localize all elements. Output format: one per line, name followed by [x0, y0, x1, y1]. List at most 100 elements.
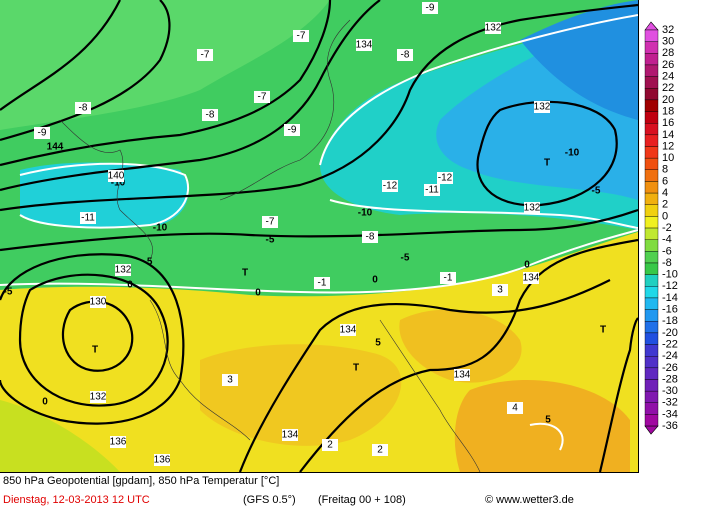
- map-label: -7: [201, 50, 210, 61]
- colorbar-label: 6: [662, 175, 668, 187]
- isotherms: [0, 14, 639, 451]
- colorbar-label: 18: [662, 105, 674, 117]
- colorbar-cell: [644, 356, 659, 369]
- label-box: [34, 127, 50, 139]
- colorbar-label: -30: [662, 385, 678, 397]
- colorbar-cell: [644, 111, 659, 124]
- map-label: 134: [282, 430, 299, 441]
- map-label: -10: [565, 148, 580, 159]
- colorbar-cell: [644, 332, 659, 345]
- colorbar-cell: [644, 29, 659, 42]
- colorbar-cell: [644, 192, 659, 205]
- colorbar-cell: [644, 216, 659, 229]
- colorbar-cell: [644, 122, 659, 136]
- label-box: [485, 22, 501, 34]
- colorbar-cell: [644, 64, 659, 77]
- map-label: -12: [383, 181, 398, 192]
- map-label: -12: [438, 173, 453, 184]
- colorbar-cell: [644, 344, 659, 357]
- map-label: -11: [425, 185, 439, 196]
- label-box: [115, 264, 131, 276]
- label-box: [397, 49, 413, 61]
- map-label: -7: [297, 31, 306, 42]
- map-label: 136: [110, 437, 127, 448]
- colorbar-label: -12: [662, 280, 678, 292]
- map-label: 144: [47, 142, 64, 153]
- map-label: -9: [426, 3, 435, 14]
- label-box: [314, 277, 330, 289]
- map-label: T: [600, 325, 606, 336]
- map-label: 132: [115, 265, 132, 276]
- colorbar-label: 32: [662, 24, 674, 36]
- label-box: [90, 296, 106, 308]
- colorbar-cell: [644, 76, 659, 89]
- map-label: 0: [127, 280, 133, 291]
- colorbar-label: 0: [662, 210, 668, 222]
- map-label: -10: [111, 178, 126, 189]
- colorbar-label: 14: [662, 129, 674, 141]
- map-label: -1: [318, 278, 327, 289]
- map-label: 132: [485, 23, 502, 34]
- map-label: -10: [358, 208, 373, 219]
- label-box: [90, 391, 106, 403]
- colorbar-label: 24: [662, 71, 674, 83]
- map-label: 4: [512, 403, 518, 414]
- label-box: [110, 436, 126, 448]
- colorbar-label: -6: [662, 245, 672, 257]
- colorbar-cell: [644, 239, 659, 252]
- label-box: [424, 184, 440, 196]
- label-box: [362, 231, 378, 243]
- map-label: -11: [81, 213, 95, 224]
- label-box: [507, 402, 523, 414]
- label-box: [202, 109, 218, 121]
- colorbar-label: 16: [662, 117, 674, 129]
- colorbar-label: -8: [662, 257, 672, 269]
- colorbar-label: -14: [662, 292, 678, 304]
- colorbar-cell: [644, 146, 659, 159]
- label-box: [523, 272, 539, 284]
- colorbar-cell: [644, 274, 659, 287]
- label-box: [75, 102, 91, 114]
- colorbar-label: -16: [662, 304, 678, 316]
- colorbar-label: -10: [662, 269, 678, 281]
- map-label: 134: [454, 370, 471, 381]
- label-box: [293, 30, 309, 42]
- map-label: -10: [153, 223, 168, 234]
- colorbar-cell: [644, 157, 659, 170]
- map-label: 130: [90, 297, 107, 308]
- label-box: [437, 172, 453, 184]
- colorbar-label: 10: [662, 152, 674, 164]
- map-label: 3: [497, 285, 503, 296]
- map-label: 136: [154, 455, 171, 466]
- map-label: 0: [524, 260, 530, 271]
- map-label: T: [242, 268, 248, 279]
- colorbar-label: 4: [662, 187, 668, 199]
- map-label: 5: [545, 415, 551, 426]
- colorbar-label: -4: [662, 234, 672, 246]
- map-label: 134: [340, 325, 357, 336]
- footer-model: (GFS 0.5°): [243, 494, 296, 506]
- map-label: -8: [366, 232, 375, 243]
- colorbar-cell: [644, 321, 659, 334]
- label-box: [440, 272, 456, 284]
- map-label: 5: [375, 338, 381, 349]
- colorbar: 32302826242220181614121086420-2-4-6-8-10…: [644, 21, 678, 435]
- label-box: [254, 91, 270, 103]
- map-label: 3: [227, 375, 233, 386]
- footer-date: Dienstag, 12-03-2013 12 UTC: [3, 494, 150, 506]
- colorbar-label: 30: [662, 36, 674, 48]
- colorbar-label: 20: [662, 94, 674, 106]
- footer-credit: © www.wetter3.de: [485, 494, 574, 506]
- map-label: -1: [444, 273, 453, 284]
- label-box: [80, 212, 96, 224]
- colorbar-cell: [644, 53, 659, 66]
- label-box: [282, 429, 298, 441]
- label-box: [322, 439, 338, 451]
- footer-title: 850 hPa Geopotential [gpdam], 850 hPa Te…: [3, 475, 279, 487]
- colorbar-label: -28: [662, 373, 678, 385]
- map-label: 134: [523, 273, 540, 284]
- map-label: -7: [266, 217, 275, 228]
- colorbar-label: 26: [662, 59, 674, 71]
- label-box: [492, 284, 508, 296]
- label-box: [284, 124, 300, 136]
